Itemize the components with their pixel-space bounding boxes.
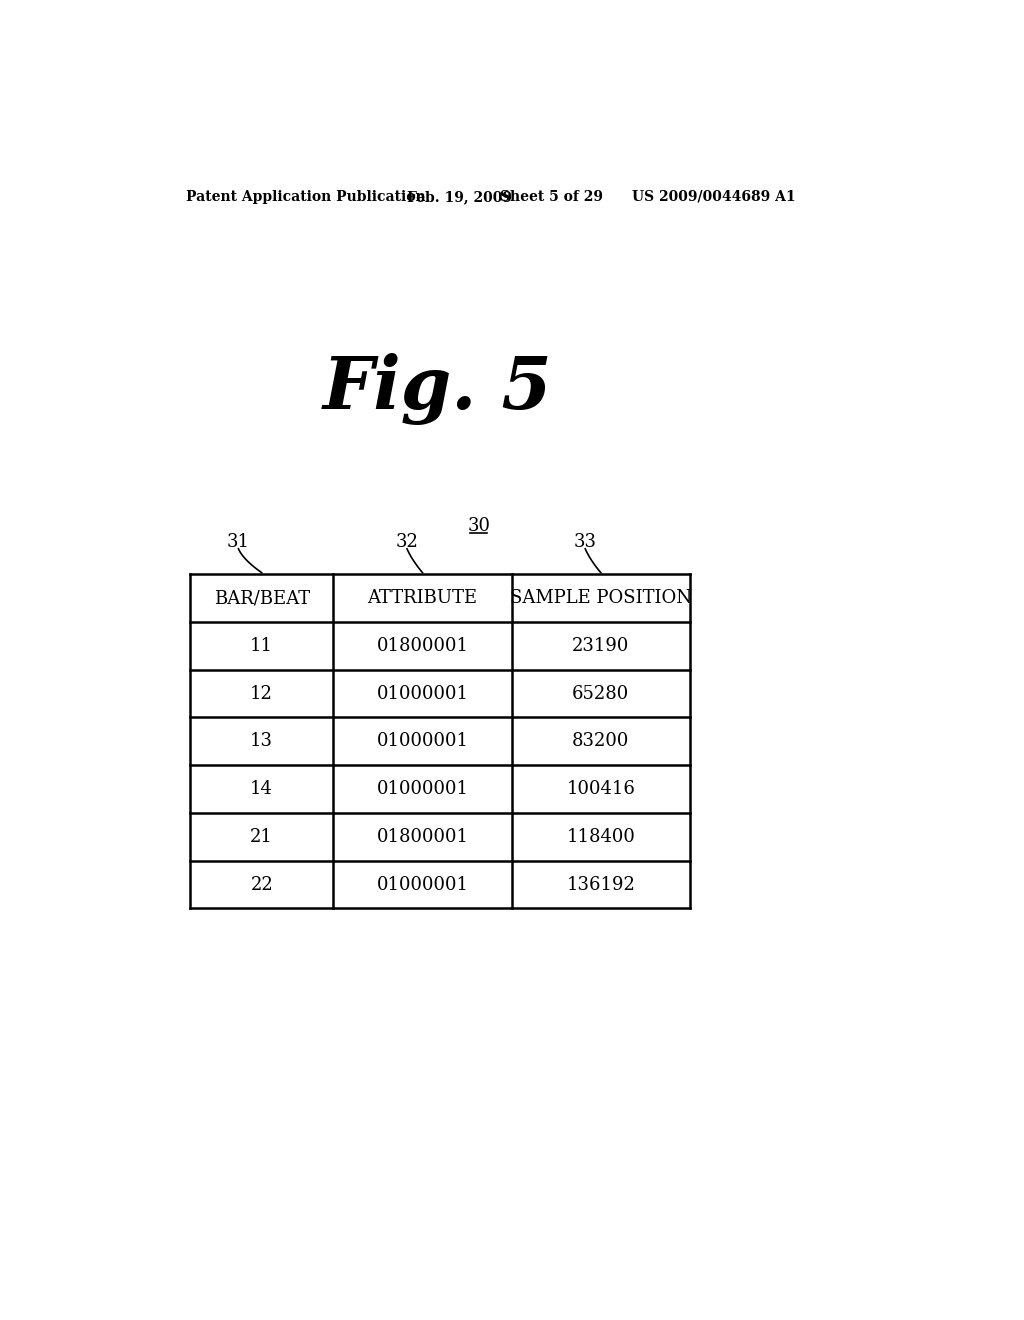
Text: 01800001: 01800001 [377, 828, 469, 846]
Text: Fig. 5: Fig. 5 [324, 354, 553, 425]
Text: Patent Application Publication: Patent Application Publication [186, 190, 426, 203]
Text: 30: 30 [467, 516, 490, 535]
Text: 22: 22 [250, 875, 273, 894]
Text: 136192: 136192 [566, 875, 635, 894]
Text: 01000001: 01000001 [377, 875, 469, 894]
Text: BAR/BEAT: BAR/BEAT [214, 589, 309, 607]
Text: 32: 32 [395, 533, 419, 550]
Text: 23190: 23190 [572, 636, 630, 655]
Text: 11: 11 [250, 636, 273, 655]
Text: 118400: 118400 [566, 828, 635, 846]
Text: Feb. 19, 2009: Feb. 19, 2009 [407, 190, 512, 203]
Text: 12: 12 [250, 685, 273, 702]
Text: 13: 13 [250, 733, 273, 750]
Text: 83200: 83200 [572, 733, 630, 750]
Text: 33: 33 [573, 533, 597, 550]
Text: 01800001: 01800001 [377, 636, 469, 655]
Text: ATTRIBUTE: ATTRIBUTE [368, 589, 477, 607]
Text: 100416: 100416 [566, 780, 635, 799]
Text: US 2009/0044689 A1: US 2009/0044689 A1 [632, 190, 796, 203]
Text: SAMPLE POSITION: SAMPLE POSITION [510, 589, 692, 607]
Text: 01000001: 01000001 [377, 685, 469, 702]
Text: 01000001: 01000001 [377, 733, 469, 750]
Text: Sheet 5 of 29: Sheet 5 of 29 [500, 190, 603, 203]
Text: 31: 31 [227, 533, 250, 550]
Text: 65280: 65280 [572, 685, 630, 702]
Text: 21: 21 [250, 828, 273, 846]
Text: 14: 14 [250, 780, 273, 799]
Text: 01000001: 01000001 [377, 780, 469, 799]
